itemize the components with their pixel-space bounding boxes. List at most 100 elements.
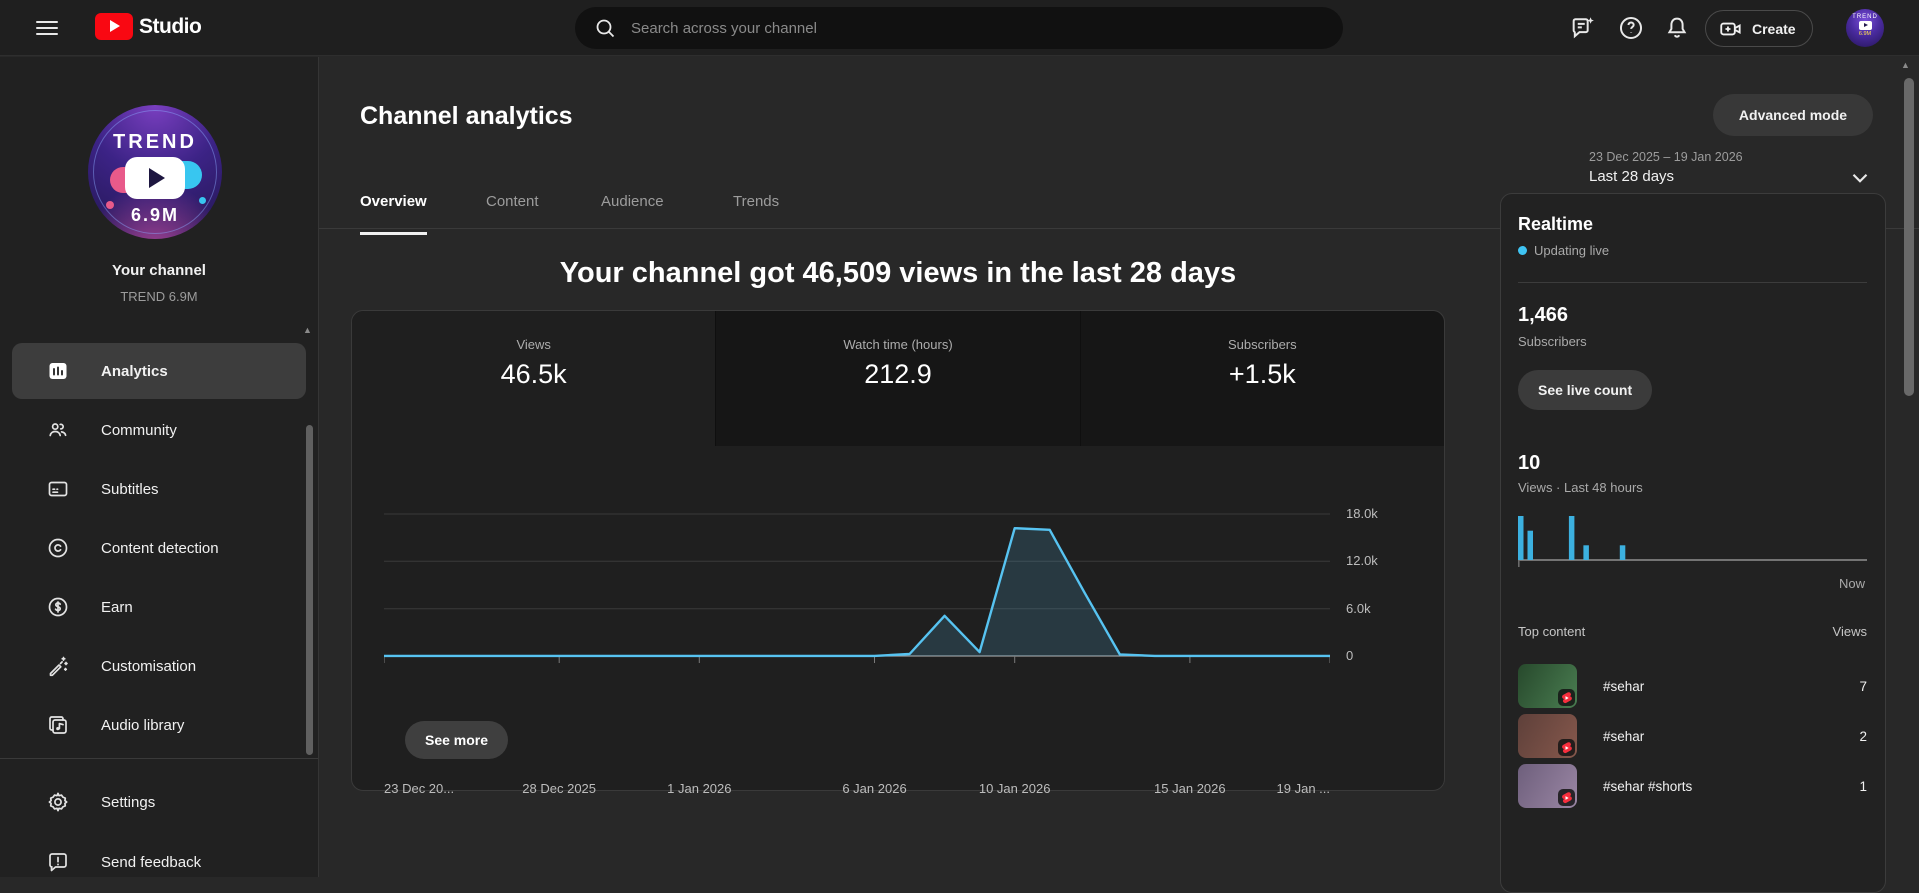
video-views: 7 <box>1859 678 1867 694</box>
metric-tab-views[interactable]: Views 46.5k <box>352 311 717 446</box>
settings-icon <box>46 790 70 814</box>
realtime-title: Realtime <box>1518 214 1594 234</box>
sidebar-scrollbar[interactable] <box>306 425 313 755</box>
realtime-subscribers-label: Subscribers <box>1518 334 1587 349</box>
search-bar[interactable] <box>575 7 1343 49</box>
sidebar-item-label: Content detection <box>101 539 219 557</box>
chevron-down-icon[interactable] <box>1847 165 1873 191</box>
metric-label: Watch time (hours) <box>843 337 953 352</box>
sidebar-item-label: Send feedback <box>101 853 202 871</box>
realtime-card: Realtime Updating live 1,466 Subscribers… <box>1500 193 1886 893</box>
tab-content[interactable]: Content <box>486 193 539 210</box>
x-axis-label: 1 Jan 2026 <box>667 781 732 796</box>
views-line-chart[interactable] <box>384 511 1330 671</box>
realtime-bars-chart[interactable] <box>1518 514 1867 568</box>
advanced-mode-button[interactable]: Advanced mode <box>1713 94 1873 136</box>
create-video-icon <box>1720 22 1741 35</box>
your-channel-label: Your channel <box>112 262 206 279</box>
account-avatar[interactable]: TREND 6.9M <box>1846 9 1884 47</box>
page-scrollbar[interactable] <box>1904 78 1914 396</box>
earn-icon <box>46 595 70 619</box>
help-icon[interactable] <box>1617 14 1645 42</box>
sidebar-item-label: Audio library <box>101 716 185 734</box>
date-range-selector[interactable]: 23 Dec 2025 – 19 Jan 2026 Last 28 days <box>1589 150 1743 185</box>
date-preset-text: Last 28 days <box>1589 168 1675 185</box>
video-title: #sehar <box>1603 728 1645 744</box>
y-axis-label: 18.0k <box>1346 506 1378 521</box>
sidebar-item-label: Analytics <box>101 362 168 380</box>
main-content: Channel analytics Advanced mode Overview… <box>319 57 1919 893</box>
top-content-row[interactable]: #sehar 2 <box>1518 714 1867 758</box>
video-title: #sehar <box>1603 678 1645 694</box>
video-thumbnail <box>1518 664 1577 708</box>
see-more-button[interactable]: See more <box>405 721 509 759</box>
x-axis-label: 19 Jan ... <box>1276 781 1330 796</box>
shorts-badge-icon <box>1558 739 1575 756</box>
realtime-views-value: 10 <box>1518 452 1541 474</box>
create-button[interactable]: Create <box>1705 10 1813 47</box>
video-thumbnail <box>1518 764 1577 808</box>
divider <box>1518 282 1867 283</box>
sidebar-item-content-detection[interactable]: Content detection <box>12 520 306 576</box>
video-thumbnail <box>1518 714 1577 758</box>
sidebar-item-customisation[interactable]: Customisation <box>12 638 306 694</box>
top-app-bar: Studio Create TREND 6.9M <box>0 0 1919 56</box>
sidebar-item-earn[interactable]: Earn <box>12 579 306 635</box>
tab-overview[interactable]: Overview <box>360 193 427 235</box>
views-headline: Your channel got 46,509 views in the las… <box>559 257 1237 289</box>
sidebar-scroll-up-arrow[interactable]: ▲ <box>303 325 312 335</box>
page-scroll-up-arrow[interactable]: ▲ <box>1901 60 1910 70</box>
content-detection-icon <box>46 536 70 560</box>
customisation-icon <box>46 654 70 678</box>
search-input[interactable] <box>631 19 1271 37</box>
top-content-row[interactable]: #sehar #shorts 1 <box>1518 764 1867 808</box>
analytics-icon <box>46 359 70 383</box>
x-axis-label: 23 Dec 20... <box>384 781 455 796</box>
updating-live-label: Updating live <box>1534 243 1610 258</box>
see-live-count-button[interactable]: See live count <box>1518 370 1653 410</box>
menu-icon[interactable] <box>36 17 58 39</box>
top-content-row[interactable]: #sehar 7 <box>1518 664 1867 708</box>
sidebar-item-subtitles[interactable]: Subtitles <box>12 461 306 517</box>
create-label: Create <box>1752 20 1796 37</box>
realtime-subscribers-value: 1,466 <box>1518 304 1569 326</box>
video-views: 2 <box>1859 728 1867 744</box>
sidebar-item-settings[interactable]: Settings <box>12 774 306 830</box>
live-dot-icon <box>1518 246 1527 255</box>
sidebar-item-label: Customisation <box>101 657 197 675</box>
page-title: Channel analytics <box>360 102 573 130</box>
avatar-ring <box>93 110 217 234</box>
channel-avatar[interactable]: TREND 6.9M <box>88 105 222 239</box>
shorts-badge-icon <box>1558 789 1575 806</box>
x-axis-label: 10 Jan 2026 <box>978 781 1051 796</box>
top-content-header: Top content <box>1518 624 1586 639</box>
avatar-play-icon <box>1858 21 1872 30</box>
sidebar-item-audio-library[interactable]: Audio library <box>12 697 306 753</box>
x-axis-label: 28 Dec 2025 <box>522 781 597 796</box>
realtime-status: Updating live <box>1518 243 1609 258</box>
channel-name: TREND 6.9M <box>120 289 198 304</box>
metric-tab-subscribers[interactable]: Subscribers +1.5k <box>1080 311 1444 446</box>
send-feedback-icon <box>46 850 70 874</box>
x-axis-label: 15 Jan 2026 <box>1154 781 1226 796</box>
sidebar-divider <box>0 758 318 759</box>
metric-label: Subscribers <box>1228 337 1297 352</box>
analytics-tabs: Overview Content Audience Trends <box>319 167 1919 235</box>
video-title: #sehar #shorts <box>1603 778 1693 794</box>
youtube-studio-logo[interactable]: Studio <box>95 13 202 40</box>
date-range-text: 23 Dec 2025 – 19 Jan 2026 <box>1589 150 1743 164</box>
top-content-views-header: Views <box>1832 624 1867 639</box>
feedback-sparkle-icon[interactable] <box>1569 14 1597 42</box>
tab-audience[interactable]: Audience <box>601 193 664 210</box>
metric-value: 46.5k <box>500 359 567 389</box>
metric-tab-watch-time-hours[interactable]: Watch time (hours) 212.9 <box>716 311 1081 446</box>
metric-label: Views <box>516 337 551 352</box>
notifications-bell-icon[interactable] <box>1663 14 1691 42</box>
x-axis-label: 6 Jan 2026 <box>842 781 907 796</box>
youtube-play-icon <box>95 13 133 40</box>
sidebar-item-send-feedback[interactable]: Send feedback <box>12 834 306 890</box>
sidebar-item-community[interactable]: Community <box>12 402 306 458</box>
sidebar-item-analytics[interactable]: Analytics <box>12 343 306 399</box>
tab-trends[interactable]: Trends <box>733 193 780 210</box>
sidebar-item-label: Subtitles <box>101 480 159 498</box>
